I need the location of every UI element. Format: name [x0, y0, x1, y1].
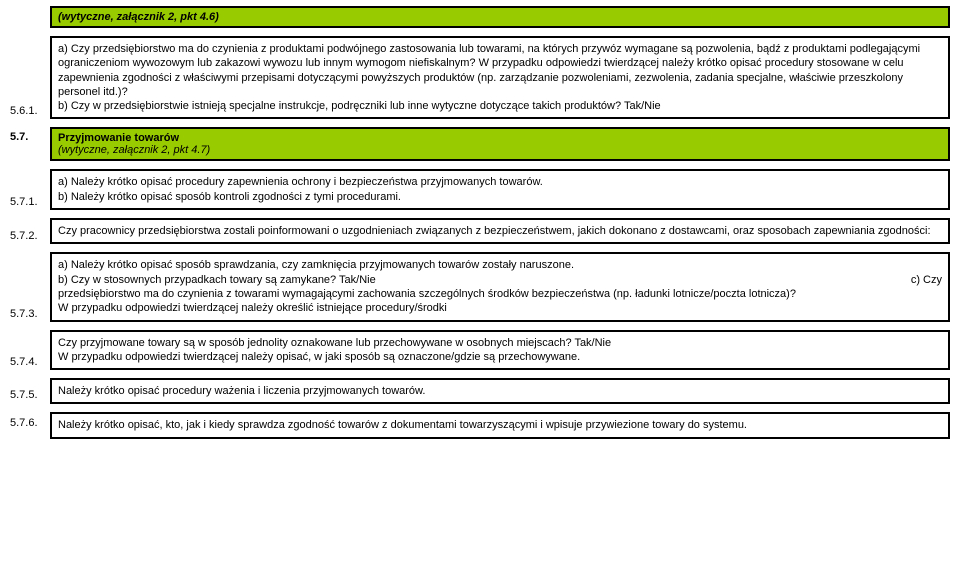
section-573-line2: b) Czy w stosownych przypadkach towary s…: [58, 273, 942, 287]
section-574-num: 5.7.4.: [10, 354, 50, 378]
section-561-num: 5.6.1.: [10, 103, 50, 127]
section-571-num: 5.7.1.: [10, 194, 50, 218]
section-572-row: 5.7.2. Czy pracownicy przedsiębiorstwa z…: [10, 218, 950, 252]
section-57-title: Przyjmowanie towarów: [58, 132, 179, 144]
section-572-body: Czy pracownicy przedsiębiorstwa zostali …: [52, 220, 948, 242]
section-573-body: a) Należy krótko opisać sposób sprawdzan…: [52, 254, 948, 319]
section-576-row: 5.7.6. Należy krótko opisać, kto, jak i …: [10, 412, 950, 438]
section-574-text-b: W przypadku odpowiedzi twierdzącej należ…: [58, 351, 580, 363]
section-560-box: (wytyczne, załącznik 2, pkt 4.6): [50, 6, 950, 28]
section-575-num: 5.7.5.: [10, 387, 50, 403]
section-574-row: 5.7.4. Czy przyjmowane towary są w sposó…: [10, 330, 950, 379]
section-560-row: (wytyczne, załącznik 2, pkt 4.6): [10, 6, 950, 36]
section-572-num: 5.7.2.: [10, 228, 50, 252]
section-573-line1: a) Należy krótko opisać sposób sprawdzan…: [58, 258, 942, 272]
section-576-body: Należy krótko opisać, kto, jak i kiedy s…: [52, 414, 948, 436]
section-575-box: Należy krótko opisać procedury ważenia i…: [50, 378, 950, 404]
section-576-box: Należy krótko opisać, kto, jak i kiedy s…: [50, 412, 950, 438]
section-571-text-b: b) Należy krótko opisać sposób kontroli …: [58, 191, 401, 203]
section-561-row: 5.6.1. a) Czy przedsiębiorstwo ma do czy…: [10, 36, 950, 127]
section-573-line2b: c) Czy: [911, 273, 942, 287]
section-571-text-a: a) Należy krótko opisać procedury zapewn…: [58, 176, 543, 188]
section-573-row: 5.7.3. a) Należy krótko opisać sposób sp…: [10, 252, 950, 329]
section-560-num: [10, 6, 50, 36]
section-561-body: a) Czy przedsiębiorstwo ma do czynienia …: [52, 38, 948, 117]
section-561-text-a: a) Czy przedsiębiorstwo ma do czynienia …: [58, 43, 920, 98]
section-573-line3: przedsiębiorstwo ma do czynienia z towar…: [58, 287, 942, 301]
section-573-line2a: b) Czy w stosownych przypadkach towary s…: [58, 273, 376, 287]
section-561-box: a) Czy przedsiębiorstwo ma do czynienia …: [50, 36, 950, 119]
section-576-num: 5.7.6.: [10, 415, 50, 439]
section-574-box: Czy przyjmowane towary są w sposób jedno…: [50, 330, 950, 371]
section-575-row: 5.7.5. Należy krótko opisać procedury wa…: [10, 378, 950, 412]
section-573-num: 5.7.3.: [10, 306, 50, 330]
section-573-box: a) Należy krótko opisać sposób sprawdzan…: [50, 252, 950, 321]
section-574-text-a: Czy przyjmowane towary są w sposób jedno…: [58, 337, 611, 349]
section-571-box: a) Należy krótko opisać procedury zapewn…: [50, 169, 950, 210]
section-560-header: (wytyczne, załącznik 2, pkt 4.6): [52, 8, 948, 26]
section-572-box: Czy pracownicy przedsiębiorstwa zostali …: [50, 218, 950, 244]
section-57-header: Przyjmowanie towarów (wytyczne, załączni…: [52, 129, 948, 159]
section-573-line4: W przypadku odpowiedzi twierdzącej należ…: [58, 301, 942, 315]
section-571-body: a) Należy krótko opisać procedury zapewn…: [52, 171, 948, 208]
section-57-row: 5.7. Przyjmowanie towarów (wytyczne, zał…: [10, 127, 950, 169]
section-574-body: Czy przyjmowane towary są w sposób jedno…: [52, 332, 948, 369]
section-571-row: 5.7.1. a) Należy krótko opisać procedury…: [10, 169, 950, 218]
section-57-box: Przyjmowanie towarów (wytyczne, załączni…: [50, 127, 950, 161]
section-57-num: 5.7.: [10, 127, 50, 169]
section-561-text-b: b) Czy w przedsiębiorstwie istnieją spec…: [58, 100, 661, 112]
section-57-sub: (wytyczne, załącznik 2, pkt 4.7): [58, 144, 210, 156]
section-575-body: Należy krótko opisać procedury ważenia i…: [52, 380, 948, 402]
